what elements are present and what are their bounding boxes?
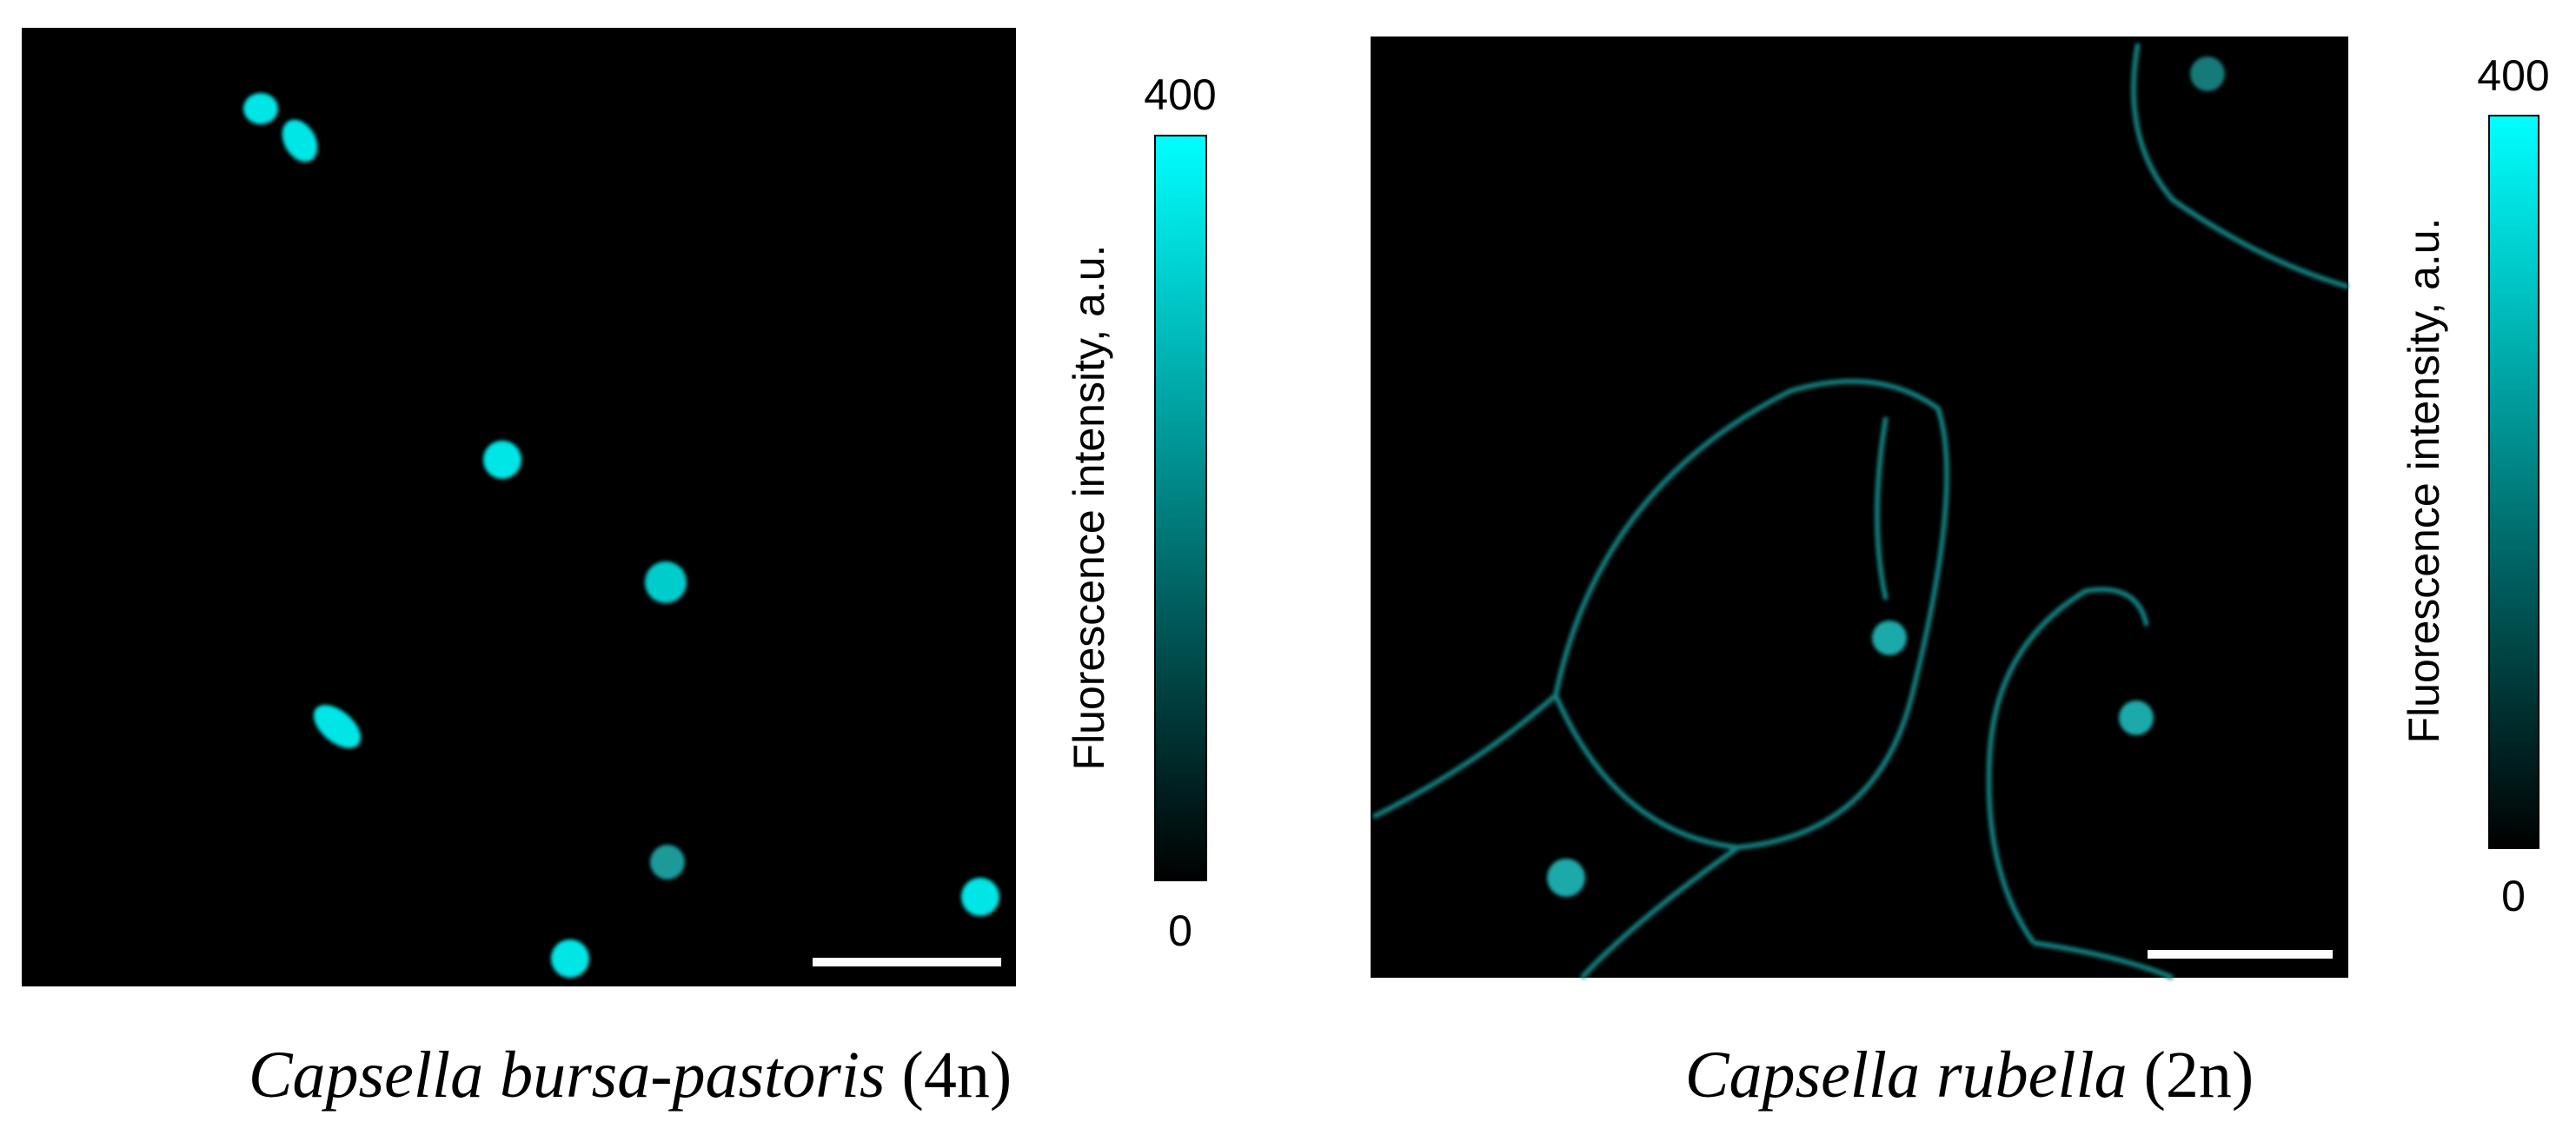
species: Capsella bursa-pastoris [249, 1039, 886, 1112]
caption: Capsella bursa-pastoris (4n) [249, 1039, 1012, 1112]
colorbar-min: 0 [1168, 906, 1192, 955]
caption: Capsella rubella (2n) [1685, 1039, 2254, 1112]
colorbar-label: Fluorescence intensity, a.u. [1065, 245, 1113, 771]
micrograph-left [22, 28, 1016, 986]
ploidy: (2n) [2144, 1039, 2254, 1112]
species: Capsella rubella [1685, 1039, 2128, 1112]
micrograph-right [1371, 37, 2349, 980]
colorbar-max: 400 [1144, 70, 1216, 119]
ploidy: (4n) [902, 1039, 1012, 1112]
colorbar-left: 400 0 Fluorescence intensity, a.u. [1065, 70, 1217, 955]
colorbar-right: 400 0 Fluorescence intensity, a.u. [2400, 51, 2550, 920]
colorbar-label: Fluorescence intensity, a.u. [2400, 218, 2448, 744]
colorbar-min: 0 [2501, 872, 2526, 920]
colorbar-max: 400 [2477, 51, 2549, 100]
